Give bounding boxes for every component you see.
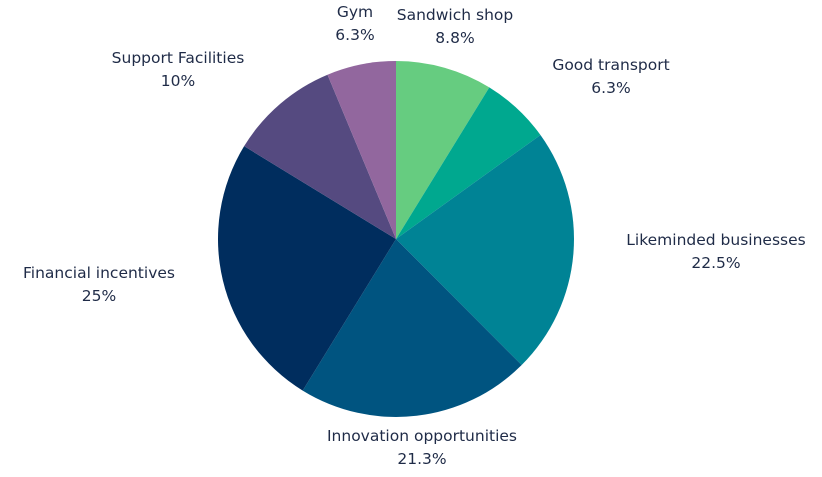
slice-name-label-sandwich-shop: Sandwich shop — [397, 6, 513, 24]
slice-name-label-support-facilities: Support Facilities — [112, 49, 245, 67]
slice-percent-label-likeminded-businesses: 22.5% — [691, 254, 740, 272]
slice-percent-label-good-transport: 6.3% — [591, 79, 630, 97]
slice-name-label-gym: Gym — [337, 3, 373, 21]
slices-layer — [218, 61, 574, 417]
pie-slice-support-facilities — [244, 74, 396, 240]
slice-percent-label-gym: 6.3% — [335, 26, 374, 44]
labels-layer: Sandwich shop 8.8% Good transport 6.3% Likem… — [23, 3, 806, 468]
slice-name-label-financial-incentives: Financial incentives — [23, 264, 175, 282]
slice-percent-label-sandwich-shop: 8.8% — [435, 29, 474, 47]
pie-slice-sandwich-shop — [396, 61, 490, 239]
slice-percent-label-innovation-opportunities: 21.3% — [397, 450, 446, 468]
slice-name-label-likeminded-businesses: Likeminded businesses — [626, 231, 805, 249]
pie-slice-innovation-opportunities — [302, 239, 522, 417]
slice-name-label-good-transport: Good transport — [552, 56, 669, 74]
pie-slice-likeminded-businesses — [396, 135, 574, 366]
pie-slice-good-transport — [396, 87, 541, 239]
slice-percent-label-financial-incentives: 25% — [82, 287, 116, 305]
pie-slice-financial-incentives — [218, 146, 396, 391]
slice-percent-label-support-facilities: 10% — [161, 72, 195, 90]
slice-name-label-innovation-opportunities: Innovation opportunities — [327, 427, 517, 445]
pie-slice-gym — [327, 61, 396, 239]
